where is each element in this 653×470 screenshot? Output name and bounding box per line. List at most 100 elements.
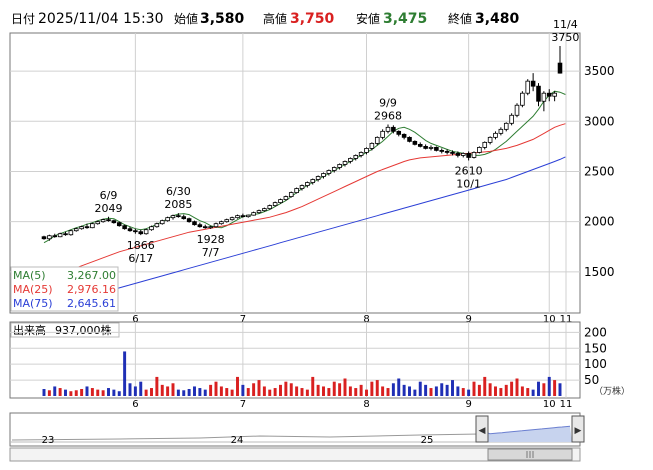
volume-bar: [354, 388, 358, 396]
candle: [299, 184, 305, 191]
volume-bar: [510, 381, 514, 396]
candle-body: [455, 153, 461, 156]
candle: [423, 144, 428, 150]
volume-bar: [418, 381, 422, 396]
candle-body: [417, 143, 423, 147]
candle: [245, 214, 251, 218]
price-y-axis: 1500 2000 2500 3000 3500: [584, 64, 615, 279]
volume-bar: [316, 384, 320, 396]
candle: [385, 124, 391, 134]
candle-body: [401, 133, 407, 138]
candle: [52, 233, 58, 238]
navigator-year-label: 24: [231, 435, 244, 446]
header-bar: 日付 2025/11/04 15:30 始値 3,580 高値 3,750 安値…: [11, 11, 520, 27]
volume-bar: [187, 389, 191, 396]
candle-body: [154, 223, 160, 228]
candle: [503, 122, 509, 132]
candle-body: [299, 185, 305, 189]
candle-body: [57, 233, 63, 238]
high-label: 高値: [263, 11, 287, 26]
candle: [536, 83, 541, 107]
candle-body: [181, 216, 187, 220]
candle-body: [385, 126, 391, 132]
candle: [374, 136, 380, 146]
annotation-date: 9/9: [379, 97, 397, 110]
candle-body: [106, 219, 111, 222]
candle: [305, 181, 310, 188]
volume-bar: [139, 381, 143, 396]
candle-body: [63, 233, 68, 236]
volume-bar: [461, 388, 465, 396]
candle: [434, 146, 439, 152]
candle-body: [348, 158, 353, 162]
open-value: 3,580: [200, 11, 245, 27]
navigator-right-handle[interactable]: ▶: [571, 415, 585, 443]
price-y-tick-label: 1500: [584, 265, 615, 279]
annotation-price: 2049: [95, 202, 123, 215]
date-label: 日付: [11, 12, 35, 26]
volume-bar: [128, 383, 132, 396]
volume-bar: [80, 389, 84, 396]
candle-body: [170, 215, 176, 219]
candle: [525, 79, 531, 96]
volume-bar: [477, 384, 481, 396]
navigator-left-handle[interactable]: ◀: [475, 415, 489, 443]
volume-bar: [150, 388, 153, 396]
candle: [460, 152, 466, 158]
volume-bar: [123, 351, 127, 396]
ma-legend: MA(5) 3,267.00 MA(25) 2,976.16 MA(75) 2,…: [10, 266, 119, 312]
volume-bar: [252, 383, 256, 396]
volume-y-tick-label: 100: [584, 357, 607, 371]
candle-body: [326, 170, 332, 174]
volume-bar: [246, 388, 250, 396]
candle: [41, 235, 47, 240]
volume-bar: [488, 383, 492, 396]
volume-bar: [332, 381, 336, 396]
chevron-right-icon: ▶: [575, 426, 582, 436]
volume-bar: [47, 390, 51, 396]
volume-bar: [391, 383, 395, 396]
volume-bar: [365, 389, 368, 396]
candle-body: [288, 192, 294, 197]
price-y-tick-label: 3000: [584, 114, 615, 128]
volume-bar: [375, 380, 379, 396]
price-x-tick-label: 6: [132, 314, 138, 325]
candle-body: [294, 188, 299, 193]
candle: [176, 213, 181, 218]
candle: [514, 103, 520, 118]
volume-bar: [322, 386, 325, 396]
volume-bar: [526, 388, 530, 396]
volume-bar: [348, 386, 352, 396]
candle-body: [224, 219, 230, 223]
volume-bar: [515, 378, 519, 396]
volume-bar: [155, 376, 159, 396]
volume-bar: [219, 386, 223, 396]
low-label: 安値: [356, 11, 380, 26]
candle-body: [79, 226, 84, 230]
volume-bar: [96, 389, 100, 396]
candle: [272, 201, 278, 207]
candle: [251, 211, 256, 216]
volume-bar: [58, 388, 62, 396]
candle-body: [262, 208, 267, 212]
candle-body: [256, 210, 262, 214]
volume-bar: [537, 381, 540, 396]
candle-body: [95, 221, 101, 225]
candle: [262, 207, 267, 212]
annotation-date: 11/4: [553, 18, 578, 31]
price-x-tick-label: 8: [363, 314, 369, 325]
candle-body: [310, 179, 316, 183]
candle-body: [412, 140, 418, 145]
navigator-scrollbar[interactable]: [9, 447, 581, 462]
candle: [546, 89, 552, 102]
candle-body: [364, 148, 369, 153]
candle: [256, 209, 262, 214]
volume-bar: [112, 389, 116, 396]
candle: [235, 214, 240, 219]
candle-body: [149, 226, 154, 231]
candle-body: [530, 80, 536, 87]
annotation-price: 1866: [127, 239, 155, 252]
